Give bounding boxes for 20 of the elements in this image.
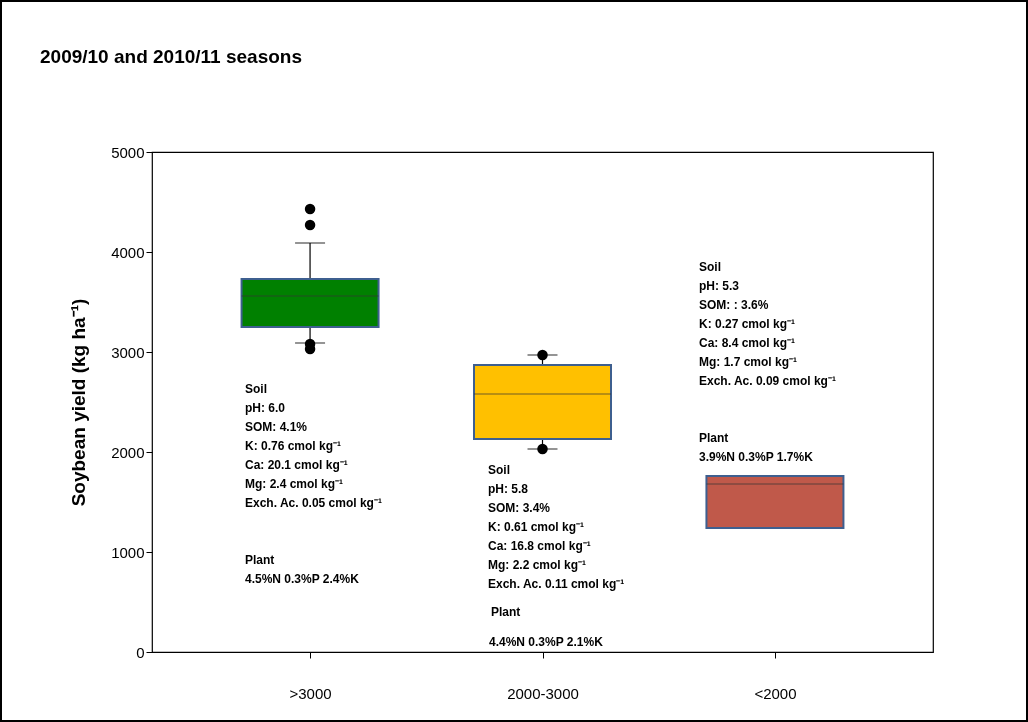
annotation: Soil pH: 5.3 SOM: : 3.6% K: 0.27 cmol kg⁻¹ Ca: 8.4 cmol kg⁻¹ Mg: 1.7 cmol kg⁻¹ Exch. Ac. 0.09 cmol kg⁻¹ — [699, 260, 836, 388]
y-tick-label: 1000 — [111, 543, 145, 561]
annotation: Plant — [245, 553, 275, 567]
annotation: Soil pH: 6.0 SOM: 4.1% K: 0.76 cmol kg⁻¹ Ca: 20.1 cmol kg⁻¹ Mg: 2.4 cmol kg⁻¹ Exch. Ac. 0.05 cmol kg⁻¹ — [245, 382, 382, 510]
annotation: Plant — [491, 605, 521, 619]
y-axis-title: Soybean yield (kg ha⁻¹) — [68, 298, 90, 507]
y-tick-label: 3000 — [111, 343, 145, 361]
annotation: 3.9%N 0.3%P 1.7%K — [699, 450, 814, 464]
annotation: Plant — [699, 431, 729, 445]
annotation: 4.5%N 0.3%P 2.4%K — [245, 572, 360, 586]
x-tick-label: 2000-3000 — [507, 684, 579, 702]
chart-title: 2009/10 and 2010/11 seasons — [40, 46, 302, 67]
y-tick-label: 4000 — [111, 243, 145, 261]
annotation: 4.4%N 0.3%P 2.1%K — [489, 635, 604, 649]
y-tick-label: 2000 — [111, 443, 145, 461]
y-tick-label: 0 — [136, 643, 145, 661]
y-tick-label: 5000 — [111, 143, 145, 161]
annotation: Soil pH: 5.8 SOM: 3.4% K: 0.61 cmol kg⁻¹ Ca: 16.8 cmol kg⁻¹ Mg: 2.2 cmol kg⁻¹ Exch. Ac. 0.11 cmol kg⁻¹ — [488, 463, 625, 591]
x-tick-label: >3000 — [289, 684, 332, 702]
x-tick-label: <2000 — [754, 684, 797, 702]
